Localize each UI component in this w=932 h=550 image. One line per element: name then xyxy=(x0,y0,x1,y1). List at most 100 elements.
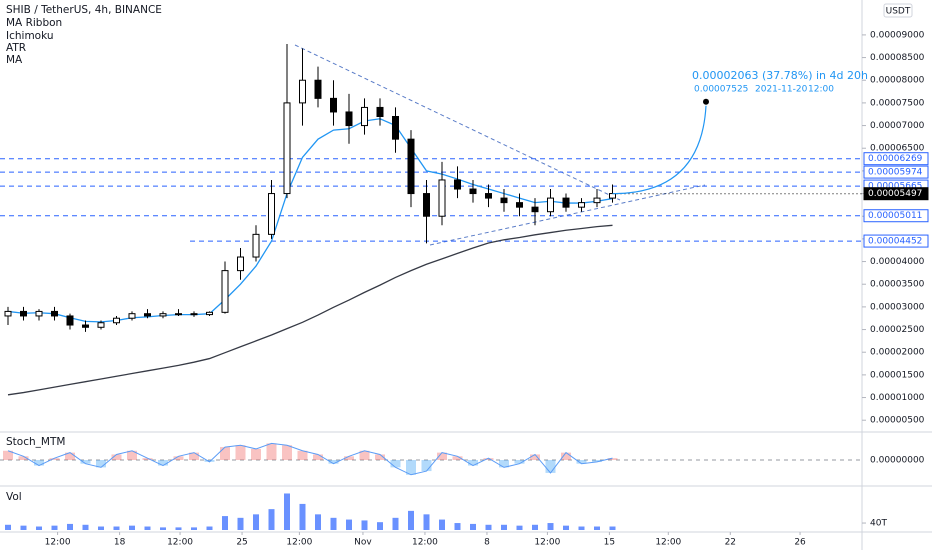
volume-bar xyxy=(547,523,554,530)
candle-body xyxy=(469,188,477,195)
stoch-bar xyxy=(344,456,354,460)
volume-bar xyxy=(268,509,275,530)
volume-bar xyxy=(516,525,523,530)
candle-body xyxy=(159,313,167,317)
price-badge xyxy=(863,165,929,179)
volume-bar xyxy=(346,519,352,530)
candle-body xyxy=(593,197,601,204)
stoch-bar xyxy=(468,460,478,466)
stoch-bar xyxy=(313,454,323,460)
price-badge xyxy=(863,152,929,166)
stoch-bar xyxy=(158,460,168,466)
candle-body xyxy=(547,197,554,213)
stoch-bar xyxy=(406,460,416,475)
volume-bar xyxy=(299,503,306,530)
y-tick-label: 0.00001000 xyxy=(870,393,925,403)
stoch-bar xyxy=(359,450,370,460)
stoch-bar xyxy=(499,460,509,468)
volume-bar xyxy=(408,510,414,530)
candle-body xyxy=(454,179,461,190)
volume-bar xyxy=(191,527,197,530)
candle-body xyxy=(35,310,43,317)
volume-bar xyxy=(485,524,492,530)
candle-body xyxy=(66,315,74,326)
candle-body xyxy=(299,79,306,104)
volume-bar xyxy=(144,526,151,530)
candle-body xyxy=(376,106,384,117)
stoch-bar xyxy=(545,460,556,473)
indicator-label: ATR xyxy=(6,42,26,54)
candle-body xyxy=(4,310,12,317)
stoch-bar xyxy=(189,452,199,460)
projection-point xyxy=(703,98,709,105)
candle-body xyxy=(500,197,508,204)
stoch-bar xyxy=(282,445,292,460)
stoch-bar xyxy=(530,454,540,460)
price-label: 0.00004452 xyxy=(868,237,922,247)
stoch-bar xyxy=(220,447,230,460)
stoch-bar xyxy=(34,460,44,466)
stoch-bar xyxy=(49,458,60,460)
candle-body xyxy=(190,313,198,316)
candle-body xyxy=(20,310,27,317)
projection-time: 12:00 xyxy=(808,85,834,95)
stoch-bar xyxy=(80,460,91,464)
volume-bar xyxy=(501,524,507,530)
volume-bar xyxy=(563,525,569,530)
candle-body xyxy=(113,317,120,324)
volume-bar xyxy=(330,517,337,530)
stoch-bar xyxy=(452,456,463,460)
series-line xyxy=(7,224,613,396)
x-tick-label: 25 xyxy=(236,538,247,548)
stoch-bar xyxy=(142,458,153,460)
stoch-bar xyxy=(576,460,587,464)
candle-body xyxy=(578,202,585,208)
volume-bar xyxy=(113,526,120,530)
x-tick-label: 15 xyxy=(604,538,615,548)
candle-body xyxy=(221,270,229,313)
x-tick-label: 12:00 xyxy=(412,538,438,548)
y-tick-label: 0.00003500 xyxy=(870,280,925,290)
y-tick-label: 40T xyxy=(870,519,887,529)
volume-bar xyxy=(36,526,42,530)
volume-bar xyxy=(51,525,58,530)
stoch-bar xyxy=(375,454,385,460)
volume-bar xyxy=(609,526,616,530)
candle-body xyxy=(175,313,182,316)
volume-bar xyxy=(454,523,461,530)
y-tick-label: 0.00000500 xyxy=(870,416,925,426)
y-tick-label: 0.00004000 xyxy=(870,257,925,267)
stoch-bar xyxy=(483,458,494,460)
projection-target: 0.00007525 xyxy=(694,85,748,95)
indicator-label: MA Ribbon xyxy=(6,17,62,29)
volume-bar xyxy=(439,519,445,530)
indicator-label: MA xyxy=(6,54,23,66)
stoch-bar xyxy=(561,452,571,460)
y-tick-label: 0.00006500 xyxy=(870,144,925,154)
volume-bar xyxy=(82,524,89,530)
candle-body xyxy=(361,106,368,127)
stoch-bar xyxy=(173,456,184,460)
stoch-bar xyxy=(18,456,29,460)
stoch-bar xyxy=(3,450,13,460)
x-tick-label: 22 xyxy=(725,538,736,548)
projection-label: 0.00002063 (37.78%) in 4d 20h xyxy=(692,69,868,82)
candle-body xyxy=(206,311,213,316)
y-tick-label: 0.00007500 xyxy=(870,98,925,108)
volume-bar xyxy=(67,523,73,530)
currency-badge[interactable] xyxy=(883,3,913,18)
projection-date: 2021-11-20 xyxy=(755,85,808,95)
indicator-label: Ichimoku xyxy=(6,30,54,42)
candle-body xyxy=(531,206,539,213)
candle-body xyxy=(485,193,492,199)
y-tick-label: 0.00002000 xyxy=(870,348,925,358)
price-badge xyxy=(863,187,929,201)
stoch-bar xyxy=(514,460,525,464)
pane-label: Vol xyxy=(6,491,22,503)
candle-body xyxy=(516,202,523,208)
candle-body xyxy=(252,233,260,258)
y-tick-label: 0.00007000 xyxy=(870,121,925,131)
candle-body xyxy=(268,193,275,235)
